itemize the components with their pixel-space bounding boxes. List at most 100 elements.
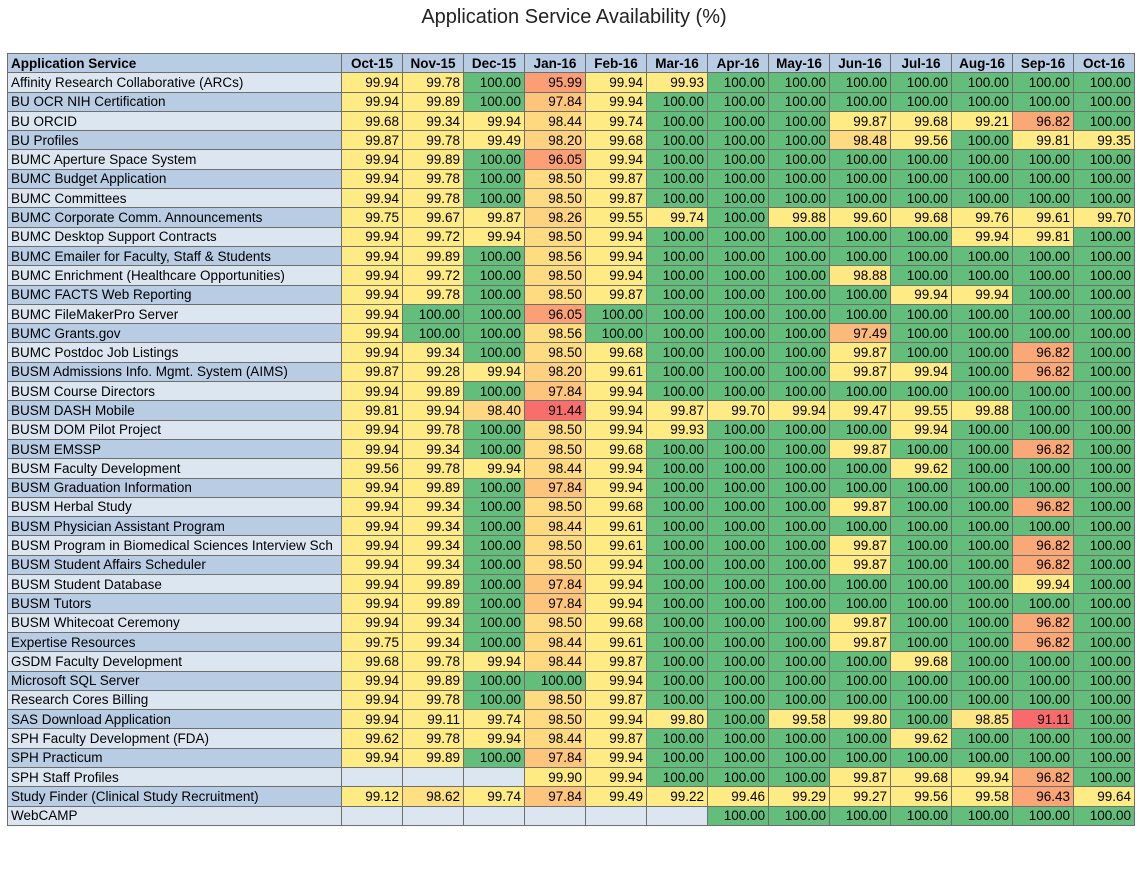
availability-cell: 99.74: [585, 110, 647, 132]
availability-cell: 100.00: [951, 381, 1013, 402]
availability-cell: 99.94: [585, 670, 647, 691]
availability-cell: 100.00: [1073, 342, 1135, 363]
availability-cell: 99.70: [707, 400, 769, 421]
service-name-cell: BUMC Budget Application: [7, 168, 342, 190]
availability-cell: 100.00: [707, 91, 769, 112]
service-name-cell: Research Cores Billing: [7, 689, 342, 711]
availability-cell: 99.94: [341, 670, 403, 691]
availability-cell: 99.29: [768, 786, 830, 807]
availability-cell: 100.00: [646, 670, 708, 691]
availability-cell: 99.87: [829, 766, 891, 788]
availability-cell: 100.00: [829, 670, 891, 691]
availability-cell: 99.88: [768, 207, 830, 228]
availability-cell: 100.00: [890, 477, 952, 498]
availability-cell: 100.00: [829, 303, 891, 325]
availability-cell: 99.58: [951, 786, 1013, 807]
availability-cell: 100.00: [890, 554, 952, 576]
availability-cell: 100.00: [890, 381, 952, 402]
availability-cell: 100.00: [707, 245, 769, 267]
availability-cell: 100.00: [951, 188, 1013, 209]
availability-cell: 100.00: [463, 631, 525, 653]
availability-cell: 100.00: [463, 419, 525, 440]
availability-cell: 100.00: [646, 284, 708, 305]
empty-cell: [341, 805, 403, 826]
availability-cell: 99.94: [585, 400, 647, 421]
service-name-cell: SPH Practicum: [7, 747, 342, 768]
availability-cell: 99.89: [402, 245, 464, 267]
availability-cell: 99.94: [341, 747, 403, 768]
availability-cell: 100.00: [951, 612, 1013, 633]
availability-cell: 99.34: [402, 438, 464, 460]
availability-cell: 100.00: [707, 226, 769, 247]
availability-cell: 99.94: [341, 168, 403, 190]
availability-cell: 99.78: [402, 130, 464, 151]
service-name-cell: BUMC Aperture Space System: [7, 149, 342, 170]
table-row: BUMC Aperture Space System 99.94 99.89 100.…: [7, 149, 1135, 170]
availability-cell: 99.94: [341, 72, 403, 93]
availability-cell: 100.00: [646, 612, 708, 633]
availability-cell: 99.94: [341, 438, 403, 460]
availability-cell: 99.62: [890, 728, 952, 749]
availability-cell: 99.94: [890, 284, 952, 305]
availability-cell: 100.00: [951, 689, 1013, 711]
availability-cell: 100.00: [707, 612, 769, 633]
table-row: BUSM Student Affairs Scheduler 99.94 99.34…: [7, 554, 1135, 576]
availability-cell: 100.00: [951, 342, 1013, 363]
availability-cell: 99.56: [341, 458, 403, 479]
availability-cell: 100.00: [646, 689, 708, 711]
availability-cell: 99.94: [341, 342, 403, 363]
service-name-cell: BUMC Postdoc Job Listings: [7, 342, 342, 363]
availability-cell: 99.87: [829, 535, 891, 556]
column-header-oct-15: Oct-15: [341, 52, 403, 74]
availability-cell: 99.89: [402, 593, 464, 614]
availability-cell: 100.00: [1073, 149, 1135, 170]
availability-cell: 100.00: [463, 381, 525, 402]
availability-cell: 100.00: [768, 168, 830, 190]
availability-cell: 97.84: [524, 574, 586, 595]
availability-cell: 100.00: [463, 91, 525, 112]
table-row: BUMC Budget Application 99.94 99.78 100.00 9…: [7, 168, 1135, 190]
service-name-cell: SPH Faculty Development (FDA): [7, 728, 342, 749]
availability-cell: 100.00: [829, 458, 891, 479]
availability-cell: 100.00: [1073, 805, 1135, 826]
availability-cell: 99.61: [1012, 207, 1074, 228]
table-row: BUSM DASH Mobile 99.81 99.94 98.40 91.44 99.9…: [7, 400, 1135, 421]
availability-cell: 100.00: [646, 168, 708, 190]
availability-cell: 99.68: [585, 438, 647, 460]
availability-cell: 99.74: [463, 786, 525, 807]
availability-cell: 100.00: [890, 535, 952, 556]
availability-cell: 100.00: [829, 728, 891, 749]
table-row: BUSM Herbal Study 99.94 99.34 100.00 98.50 99…: [7, 496, 1135, 518]
availability-cell: 100.00: [646, 516, 708, 537]
availability-cell: 100.00: [768, 670, 830, 691]
availability-cell: 99.89: [402, 747, 464, 768]
availability-cell: 99.78: [402, 689, 464, 711]
service-name-cell: BUMC Committees: [7, 188, 342, 209]
availability-cell: 100.00: [463, 72, 525, 93]
availability-cell: 99.68: [890, 110, 952, 132]
availability-cell: 100.00: [951, 574, 1013, 595]
availability-cell: 100.00: [463, 612, 525, 633]
availability-cell: 100.00: [890, 303, 952, 325]
availability-cell: 100.00: [768, 381, 830, 402]
availability-cell: 99.87: [585, 168, 647, 190]
availability-cell: 99.94: [585, 593, 647, 614]
availability-cell: 100.00: [646, 458, 708, 479]
availability-cell: 100.00: [951, 631, 1013, 653]
availability-cell: 100.00: [585, 303, 647, 325]
availability-cell: 99.74: [463, 709, 525, 730]
table-row: BUSM Faculty Development 99.56 99.78 99.94 9…: [7, 458, 1135, 479]
availability-cell: 100.00: [707, 265, 769, 286]
service-name-cell: SAS Download Application: [7, 709, 342, 730]
table-row: Study Finder (Clinical Study Recruitment…: [7, 786, 1135, 807]
availability-cell: 99.94: [585, 574, 647, 595]
availability-cell: 100.00: [890, 226, 952, 247]
availability-cell: 100.00: [707, 438, 769, 460]
availability-cell: 100.00: [768, 323, 830, 344]
table-row: SAS Download Application 99.94 99.11 99.74 9…: [7, 709, 1135, 730]
table-row: BUSM Program in Biomedical Sciences Inte…: [7, 535, 1135, 556]
availability-cell: 100.00: [707, 72, 769, 93]
availability-cell: 100.00: [829, 651, 891, 672]
availability-cell: 100.00: [646, 361, 708, 383]
availability-cell: 100.00: [951, 130, 1013, 151]
